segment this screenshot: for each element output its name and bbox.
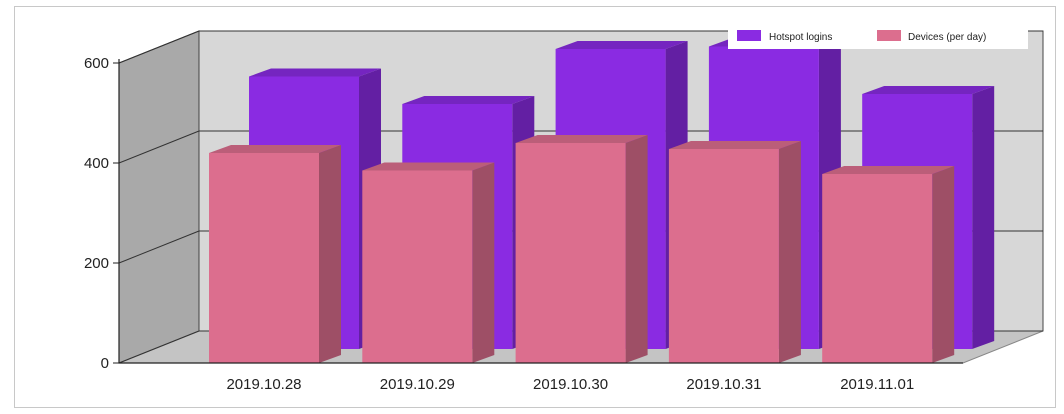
bar-devices-per-day [822, 166, 955, 363]
bar-devices-per-day-front [822, 174, 933, 363]
y-tick-label: 600 [84, 55, 109, 72]
legend: Hotspot logins Devices (per day) [728, 25, 1028, 49]
bar-devices-per-day-front [668, 149, 779, 363]
bar-devices-per-day-top [668, 141, 801, 149]
bar-hotspot-logins-top [862, 86, 995, 94]
x-tick-label: 2019.10.28 [226, 376, 301, 393]
bar-devices-per-day-top [209, 145, 341, 153]
bar-devices-per-day-front [209, 153, 319, 363]
x-tick-label: 2019.11.01 [840, 376, 914, 393]
y-tick-label: 200 [84, 255, 109, 272]
bar-devices-per-day-side [932, 166, 955, 363]
bar-devices-per-day-top [515, 135, 648, 143]
legend-swatch-hotspot-logins [737, 30, 761, 41]
chart-container: 0 200 400 600 2019.10.28 2019.10.29 2019.10.3… [14, 6, 1056, 408]
legend-label-devices: Devices (per day) [908, 32, 986, 43]
y-tick-label: 400 [84, 155, 109, 172]
bar-devices-per-day-top [362, 162, 495, 171]
bar-devices-per-day-front [362, 170, 473, 363]
y-axis: 0 200 400 600 [84, 55, 120, 372]
x-tick-label: 2019.10.30 [533, 376, 608, 393]
bar-hotspot-logins-top [555, 41, 688, 49]
x-tick-label: 2019.10.31 [686, 376, 761, 393]
legend-swatch-devices [877, 30, 901, 41]
gridline-side [118, 330, 200, 364]
bar-devices-per-day-front [515, 143, 626, 363]
bar-devices-per-day-side [778, 141, 801, 363]
bar-devices-per-day [362, 162, 495, 363]
bar-hotspot-logins-top [249, 68, 381, 77]
side-wall [118, 30, 200, 364]
gridline-side [118, 130, 200, 164]
bar-devices-per-day [668, 141, 801, 363]
bar-devices-per-day-top [822, 166, 955, 174]
bar-devices-per-day [209, 145, 341, 363]
bar-devices-per-day [515, 135, 648, 363]
bar-hotspot-logins-top [402, 96, 535, 104]
legend-label-hotspot-logins: Hotspot logins [769, 32, 832, 43]
bar-hotspot-logins-side [972, 86, 995, 349]
gridline-side [118, 230, 200, 264]
bar-devices-per-day-side [319, 145, 341, 363]
bars [209, 38, 995, 363]
bar-devices-per-day-side [625, 135, 648, 363]
bar-devices-per-day-side [472, 162, 495, 363]
x-tick-label: 2019.10.29 [380, 376, 455, 393]
gridline-side [118, 30, 200, 64]
y-tick-label: 0 [101, 355, 109, 372]
x-axis: 2019.10.28 2019.10.29 2019.10.30 2019.10.31… [119, 362, 963, 393]
bar-chart: 0 200 400 600 2019.10.28 2019.10.29 2019.10.3… [84, 25, 1044, 393]
